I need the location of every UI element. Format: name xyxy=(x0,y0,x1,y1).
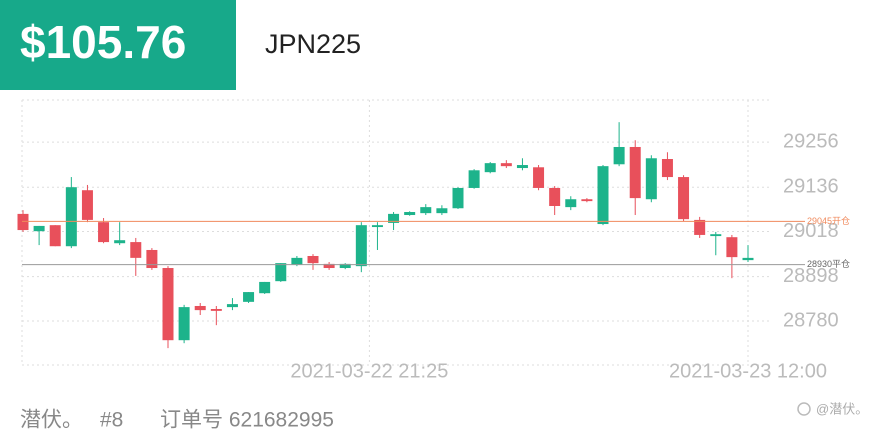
candle-body xyxy=(307,255,319,264)
candle-body xyxy=(565,199,577,208)
candle-body xyxy=(629,146,641,199)
candle-body xyxy=(98,222,110,243)
candle-body xyxy=(645,158,657,200)
y-tick-label: 29136 xyxy=(783,175,839,197)
candle-body xyxy=(33,225,45,232)
candle-body xyxy=(226,304,238,308)
candle-body xyxy=(17,213,29,231)
candle-body xyxy=(130,242,142,258)
candle-body xyxy=(81,190,93,220)
candle-body xyxy=(65,187,77,247)
candle-body xyxy=(661,159,673,178)
y-tick-label: 28898 xyxy=(783,265,839,287)
candle-body xyxy=(49,225,61,247)
candle-body xyxy=(742,257,754,261)
candle-body xyxy=(678,177,690,220)
candle-body xyxy=(468,170,480,188)
candle-body xyxy=(420,207,432,214)
candle-body xyxy=(275,263,287,282)
candle-body xyxy=(210,308,222,311)
candle-body xyxy=(339,263,351,269)
user-name: 潜伏。 xyxy=(20,409,83,432)
candle-body xyxy=(710,234,722,237)
candle-body xyxy=(726,237,738,258)
order-number: 订单号 621682995 xyxy=(160,409,334,432)
candle-body xyxy=(581,199,593,202)
candle-body xyxy=(597,166,609,225)
y-tick-label: 29018 xyxy=(783,220,839,242)
y-tick-label: 28780 xyxy=(783,309,839,331)
watermark-icon xyxy=(797,402,811,416)
candle-body xyxy=(388,213,400,223)
price-box xyxy=(0,0,236,90)
candle-body xyxy=(613,146,625,165)
candle-body xyxy=(259,281,271,294)
symbol: JPN225 xyxy=(265,29,361,59)
candle-body xyxy=(371,225,383,228)
candle-body xyxy=(114,240,126,244)
rank: #8 xyxy=(100,409,123,432)
x-tick-label: 2021-03-22 21:25 xyxy=(290,360,448,382)
reference-label: 29045开仓 xyxy=(807,215,850,226)
candle-body xyxy=(500,163,512,167)
candle-body xyxy=(436,208,448,214)
candle-body xyxy=(484,163,496,173)
candle-body xyxy=(291,257,303,266)
candle-body xyxy=(404,212,416,216)
candle-body xyxy=(178,307,190,341)
x-tick-label: 2021-03-23 12:00 xyxy=(669,360,827,382)
candle-body xyxy=(452,187,464,209)
candle-body xyxy=(162,268,174,341)
y-tick-label: 29256 xyxy=(783,130,839,152)
candle-body xyxy=(549,187,561,206)
candle-body xyxy=(194,305,206,311)
candle-body xyxy=(694,219,706,235)
candle-body xyxy=(146,249,158,269)
price: $105.76 xyxy=(20,16,186,68)
watermark: @潜伏。 xyxy=(816,401,868,416)
candle-body xyxy=(243,292,255,302)
reference-label: 28930平仓 xyxy=(807,258,850,269)
candle-body xyxy=(516,165,528,169)
candle-body xyxy=(355,225,367,267)
candle-body xyxy=(533,167,545,188)
candle-body xyxy=(323,263,335,269)
